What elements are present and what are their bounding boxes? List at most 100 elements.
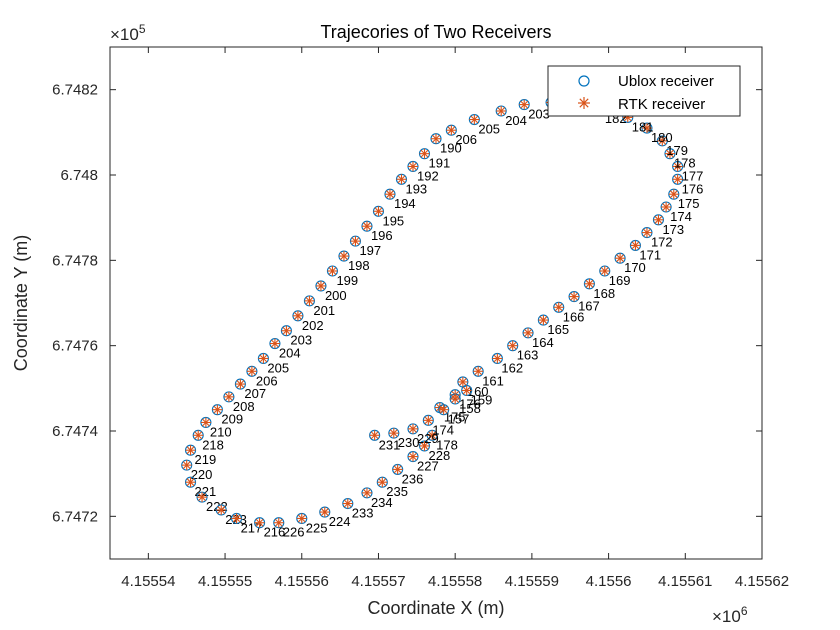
point-label: 161: [482, 373, 504, 388]
rtk-point: [304, 295, 315, 306]
rtk-point: [338, 251, 349, 262]
rtk-point: [423, 415, 434, 426]
point-label: 173: [662, 222, 684, 237]
rtk-point: [361, 221, 372, 232]
rtk-point: [231, 513, 242, 524]
point-label: 201: [313, 303, 335, 318]
rtk-point: [197, 492, 208, 503]
rtk-point: [246, 366, 257, 377]
rtk-point: [361, 487, 372, 498]
point-label: 204: [279, 346, 301, 361]
point-label: 192: [417, 168, 439, 183]
rtk-point: [281, 325, 292, 336]
x-tick-label: 4.15559: [505, 573, 559, 590]
point-label: 158: [459, 401, 481, 416]
point-label: 205: [267, 360, 289, 375]
x-tick-label: 4.15561: [658, 573, 712, 590]
point-label: 164: [532, 335, 554, 350]
rtk-point: [185, 477, 196, 488]
rtk-point: [519, 99, 530, 110]
point-label: 234: [371, 495, 393, 510]
legend-rtk-label: RTK receiver: [618, 96, 705, 113]
rtk-point: [384, 189, 395, 200]
y-tick-label: 6.7476: [52, 338, 98, 355]
point-label: 228: [428, 448, 450, 463]
point-label: 196: [371, 228, 393, 243]
rtk-point: [419, 440, 430, 451]
point-label: 220: [191, 467, 213, 482]
rtk-point: [193, 430, 204, 441]
point-label: 199: [336, 273, 358, 288]
rtk-point: [392, 464, 403, 475]
x-tick-label: 4.15554: [121, 573, 175, 590]
x-tick-label: 4.15556: [275, 573, 329, 590]
rtk-point: [396, 174, 407, 185]
rtk-point: [185, 445, 196, 456]
point-label: 159: [471, 392, 493, 407]
rtk-point: [235, 379, 246, 390]
point-label: 169: [609, 273, 631, 288]
point-label: 216: [264, 525, 286, 540]
rtk-point: [431, 133, 441, 144]
y-tick-label: 6.7474: [52, 423, 98, 440]
point-label: 209: [221, 412, 243, 427]
x-axis-label: Coordinate X (m): [367, 598, 504, 618]
y-tick-label: 6.7482: [52, 82, 98, 99]
point-label: 157: [448, 412, 470, 427]
point-label: 165: [547, 322, 569, 337]
point-label: 168: [593, 286, 615, 301]
rtk-point: [342, 498, 353, 509]
rtk-point: [200, 417, 211, 428]
legend: Ublox receiver RTK receiver: [547, 65, 741, 117]
y-axis-label: Coordinate Y (m): [11, 235, 31, 371]
point-label: 207: [244, 386, 266, 401]
rtk-point: [350, 236, 361, 247]
point-label: 206: [455, 132, 477, 147]
point-label: 208: [233, 399, 255, 414]
rtk-point: [553, 302, 564, 313]
legend-ublox-label: Ublox receiver: [618, 73, 714, 90]
x-tick-label: 4.15555: [198, 573, 252, 590]
rtk-point: [319, 507, 330, 518]
rtk-point: [254, 517, 265, 528]
data-points: 1901911921931941951961971981992002012022…: [181, 96, 704, 540]
rtk-point: [615, 253, 626, 264]
rtk-point: [641, 123, 652, 134]
rtk-point: [407, 161, 418, 172]
rtk-point: [584, 278, 595, 289]
rtk-point: [672, 161, 683, 172]
rtk-point: [181, 460, 192, 471]
point-label: 230: [398, 435, 420, 450]
point-label: 163: [517, 348, 539, 363]
point-label: 181: [632, 119, 654, 134]
rtk-point: [672, 174, 683, 185]
point-label: 227: [417, 459, 439, 474]
rtk-point: [373, 206, 384, 217]
point-label: 171: [639, 247, 661, 262]
rtk-point: [427, 430, 438, 441]
point-label: 175: [444, 410, 466, 425]
rtk-point: [473, 366, 484, 377]
point-label: 204: [505, 113, 527, 128]
point-label: 218: [202, 437, 224, 452]
rtk-point: [296, 513, 307, 524]
point-label: 162: [501, 360, 523, 375]
point-label: 231: [379, 437, 401, 452]
point-label: 193: [405, 181, 427, 196]
rtk-point: [269, 338, 280, 349]
x-tick-label: 4.15558: [428, 573, 482, 590]
y-tick-label: 6.7472: [52, 508, 98, 525]
x-tick-label: 4.15562: [735, 573, 789, 590]
y-exponent-label: ×105: [110, 22, 146, 44]
point-label: 178: [674, 156, 696, 171]
rtk-point: [438, 404, 449, 415]
point-label: 167: [578, 299, 600, 314]
point-label: 226: [283, 525, 305, 540]
point-label: 170: [624, 260, 646, 275]
x-ticks: 4.15554 4.15555 4.15556 4.15557 4.15558 4.155…: [121, 47, 789, 590]
legend-ublox-marker: [578, 75, 590, 87]
rtk-point: [258, 353, 269, 364]
point-label: 177: [682, 168, 704, 183]
rtk-point: [507, 340, 518, 351]
